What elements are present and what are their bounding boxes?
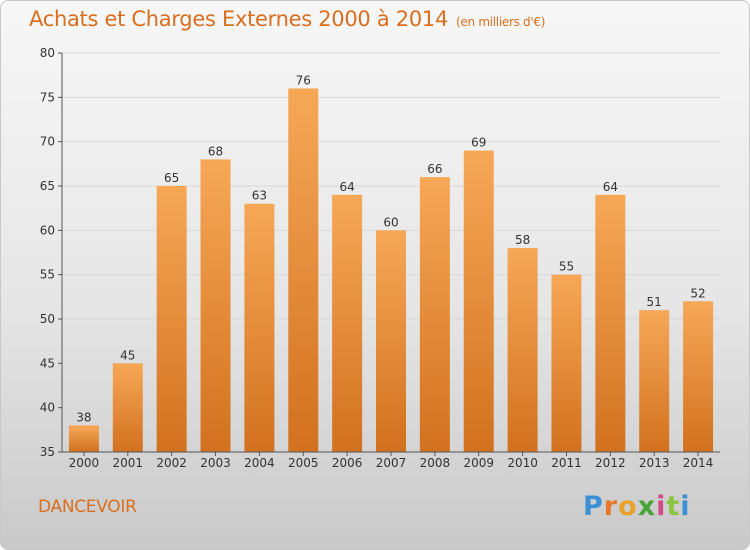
- bar: [68, 425, 99, 452]
- data-label: 69: [471, 136, 486, 150]
- x-tick-label: 2004: [244, 456, 275, 470]
- logo-letter: o: [618, 491, 638, 522]
- x-tick-label: 2002: [156, 456, 187, 470]
- bar: [376, 230, 406, 452]
- x-tick-label: 2008: [420, 456, 451, 470]
- logo-letter: i: [656, 491, 667, 522]
- title-text: Achats et Charges Externes 2000 à 2014: [29, 7, 449, 31]
- chart-title: Achats et Charges Externes 2000 à 2014 (e…: [29, 7, 545, 31]
- data-label: 51: [647, 295, 662, 309]
- y-tick-label: 80: [40, 46, 55, 60]
- logo-letter: r: [603, 491, 619, 522]
- data-label: 52: [690, 286, 705, 300]
- x-tick-label: 2013: [639, 456, 670, 470]
- commune-name: DANCEVOIR: [38, 497, 137, 517]
- subtitle-text: (en milliers d'€): [456, 15, 546, 29]
- data-label: 65: [164, 171, 179, 185]
- y-tick-label: 55: [40, 268, 55, 282]
- y-tick-label: 40: [40, 401, 55, 415]
- bar: [463, 150, 494, 453]
- data-label: 55: [559, 260, 574, 274]
- logo-letter: i: [680, 491, 691, 522]
- bar: [244, 203, 275, 452]
- y-tick-label: 45: [40, 356, 55, 370]
- data-label: 63: [252, 189, 267, 203]
- bar: [112, 363, 143, 452]
- data-label: 64: [603, 180, 618, 194]
- x-tick-label: 2012: [595, 456, 626, 470]
- x-tick-label: 2007: [376, 456, 407, 470]
- x-tick-label: 2009: [463, 456, 494, 470]
- x-tick-label: 2014: [683, 456, 714, 470]
- data-label: 38: [76, 410, 91, 424]
- data-label: 58: [515, 233, 530, 247]
- y-tick-label: 50: [40, 312, 55, 326]
- data-label: 66: [427, 162, 442, 176]
- bar: [551, 274, 582, 452]
- bar: [419, 177, 450, 452]
- y-tick-label: 35: [40, 445, 55, 459]
- data-label: 64: [339, 180, 354, 194]
- x-tick-label: 2000: [69, 456, 100, 470]
- axes: [58, 52, 720, 456]
- x-tick-label: 2006: [332, 456, 363, 470]
- x-tick-label: 2005: [288, 456, 319, 470]
- x-tick-label: 2011: [551, 456, 582, 470]
- logo-letter: P: [583, 491, 604, 522]
- bar: [332, 194, 363, 452]
- bar: [288, 88, 319, 452]
- data-label: 45: [120, 348, 135, 362]
- logo-letter: x: [637, 491, 657, 522]
- y-tick-label: 75: [40, 90, 55, 104]
- y-tick-label: 65: [40, 179, 55, 193]
- bar: [200, 159, 231, 452]
- x-tick-label: 2010: [507, 456, 538, 470]
- x-tick-label: 2001: [113, 456, 144, 470]
- bar: [507, 248, 538, 452]
- y-tick-label: 60: [40, 223, 55, 237]
- bar: [156, 186, 187, 452]
- bar: [595, 194, 626, 452]
- data-label: 60: [383, 215, 398, 229]
- x-tick-label: 2003: [200, 456, 231, 470]
- proxiti-logo: Proxiti: [583, 491, 691, 522]
- labels: 35 40 45 50 55 60 65 70 75 80 38 2000 45 2001 65 2002 68…: [40, 46, 714, 470]
- bars: [68, 88, 714, 453]
- logo-letter: t: [666, 491, 681, 522]
- data-label: 76: [296, 73, 311, 87]
- data-label: 68: [208, 144, 223, 158]
- y-tick-label: 70: [40, 135, 55, 149]
- bar: [683, 301, 714, 452]
- bar: [639, 310, 670, 452]
